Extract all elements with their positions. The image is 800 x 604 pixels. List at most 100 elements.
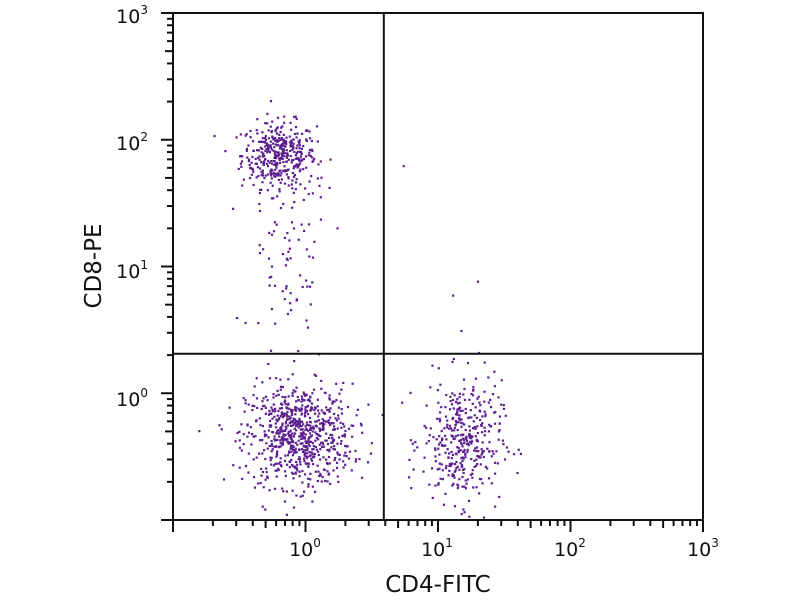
data-point — [266, 399, 269, 402]
data-point — [310, 459, 314, 462]
data-point — [445, 464, 448, 468]
data-point — [294, 154, 298, 157]
data-point — [317, 470, 320, 473]
data-point — [339, 400, 342, 403]
data-point — [354, 458, 358, 461]
data-point — [286, 312, 290, 316]
data-point — [489, 425, 492, 428]
data-point — [463, 387, 466, 391]
data-point — [275, 127, 278, 130]
data-point — [264, 135, 267, 138]
data-point — [462, 471, 465, 475]
data-point — [488, 423, 491, 426]
data-point — [296, 422, 299, 425]
data-point — [260, 140, 263, 143]
data-point — [316, 405, 319, 408]
data-point — [261, 400, 264, 403]
data-point — [473, 449, 476, 452]
data-point — [280, 126, 283, 129]
data-point — [446, 448, 449, 451]
data-point — [312, 425, 315, 428]
data-point — [255, 128, 258, 132]
data-point — [267, 257, 271, 260]
data-point — [257, 156, 260, 159]
data-point — [308, 255, 311, 258]
data-point — [471, 440, 474, 443]
data-point — [303, 451, 306, 454]
data-point — [271, 417, 274, 420]
data-point — [322, 445, 325, 448]
data-point — [257, 140, 261, 143]
data-point — [460, 512, 463, 516]
data-point — [464, 456, 467, 459]
data-point — [469, 440, 472, 443]
data-point — [307, 443, 311, 446]
data-point — [308, 148, 312, 152]
data-point — [423, 456, 426, 459]
data-point — [287, 158, 290, 161]
data-point — [252, 140, 255, 143]
data-point — [266, 165, 270, 168]
data-point — [343, 433, 347, 436]
data-point — [438, 419, 442, 422]
data-point — [297, 238, 300, 241]
data-point — [285, 149, 288, 152]
data-point — [339, 442, 342, 445]
data-point — [316, 479, 320, 483]
data-point — [360, 476, 364, 479]
data-point — [255, 176, 258, 179]
data-point — [277, 152, 280, 155]
data-point — [319, 448, 322, 451]
data-point — [325, 439, 328, 442]
data-point — [303, 490, 306, 493]
data-point — [299, 155, 303, 158]
data-point — [270, 463, 273, 466]
data-point — [266, 143, 270, 146]
data-point — [264, 406, 267, 410]
data-point — [493, 461, 497, 464]
data-point — [471, 476, 474, 479]
data-point — [449, 395, 452, 398]
data-point — [358, 457, 361, 461]
data-point — [304, 410, 308, 413]
data-point — [269, 181, 272, 184]
data-point — [277, 418, 280, 421]
data-point — [273, 171, 276, 175]
data-point — [311, 149, 314, 153]
data-point — [339, 421, 342, 424]
data-point — [322, 456, 325, 459]
data-point — [471, 402, 474, 405]
data-point — [307, 424, 310, 427]
data-point — [290, 424, 293, 427]
data-point — [270, 456, 273, 459]
data-point — [276, 195, 279, 198]
data-point — [240, 160, 244, 163]
data-point — [301, 158, 304, 161]
data-point — [261, 147, 264, 150]
data-point — [431, 496, 434, 500]
data-point — [256, 166, 260, 169]
data-point — [481, 415, 484, 418]
data-point — [428, 434, 431, 437]
data-point — [260, 474, 263, 477]
data-point — [337, 417, 340, 420]
data-point — [273, 163, 276, 167]
data-point — [476, 425, 479, 428]
data-point — [347, 457, 351, 460]
data-point — [310, 408, 313, 411]
data-point — [441, 477, 444, 481]
data-point — [290, 409, 293, 412]
data-point — [289, 437, 293, 440]
data-point — [281, 150, 285, 153]
data-point — [480, 423, 483, 427]
data-point — [327, 408, 331, 412]
data-point — [288, 302, 292, 305]
data-point — [354, 460, 357, 463]
data-point — [238, 430, 241, 433]
data-point — [331, 441, 334, 444]
data-point — [254, 157, 257, 161]
data-point — [295, 147, 298, 150]
data-point — [467, 444, 470, 447]
data-points — [198, 99, 523, 519]
data-point — [462, 393, 465, 396]
